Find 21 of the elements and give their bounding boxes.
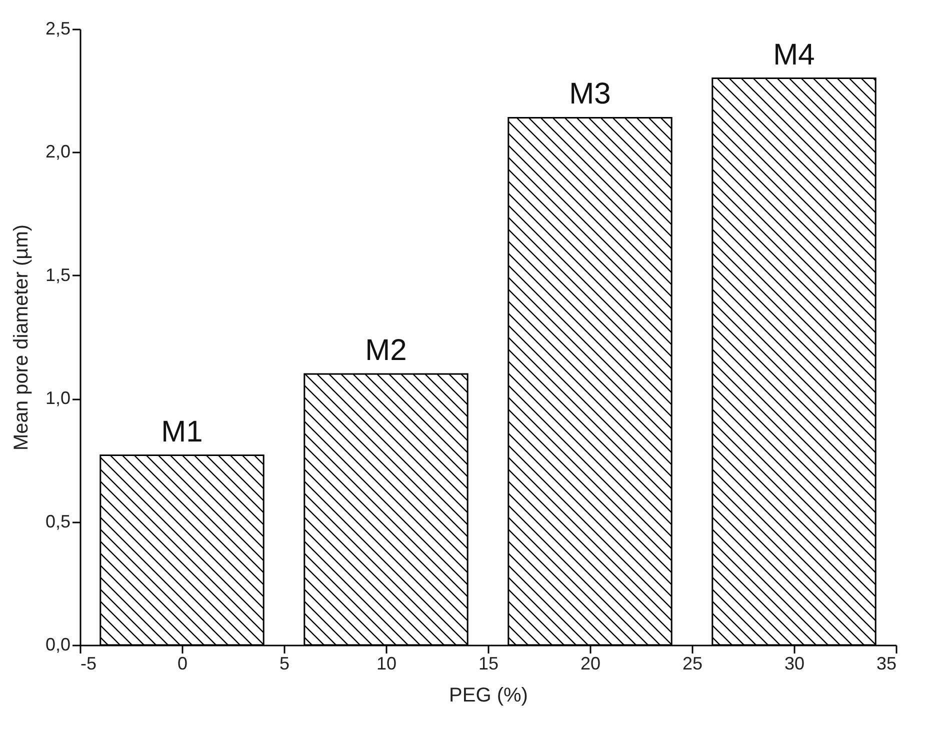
y-tick-label: 0,5	[45, 511, 70, 532]
x-tick-label: 0	[177, 654, 188, 674]
y-tick-label: 1,5	[45, 264, 70, 285]
x-tick-label: 30	[784, 654, 805, 674]
y-axis-title: Mean pore diameter (µm)	[10, 224, 32, 451]
x-axis-title: PEG (%)	[449, 684, 528, 706]
x-tick-label: 15	[478, 654, 499, 674]
x-tick-label: 5	[279, 654, 290, 674]
annotation: M1	[161, 415, 203, 448]
y-tick-label: 1,0	[45, 388, 70, 408]
y-tick-label: 2,5	[45, 18, 70, 38]
x-tick-label: -5	[80, 654, 97, 674]
y-tick-label: 0,0	[45, 634, 70, 654]
x-tick-label: 35	[876, 654, 896, 674]
x-tick-label: 20	[580, 654, 601, 674]
annotation: M4	[773, 38, 815, 72]
annotation: M2	[365, 334, 407, 367]
y-tick-label: 2,0	[45, 142, 70, 162]
x-tick-label: 25	[682, 654, 703, 674]
x-tick-label: 10	[376, 654, 397, 674]
annotation: M3	[569, 78, 611, 111]
